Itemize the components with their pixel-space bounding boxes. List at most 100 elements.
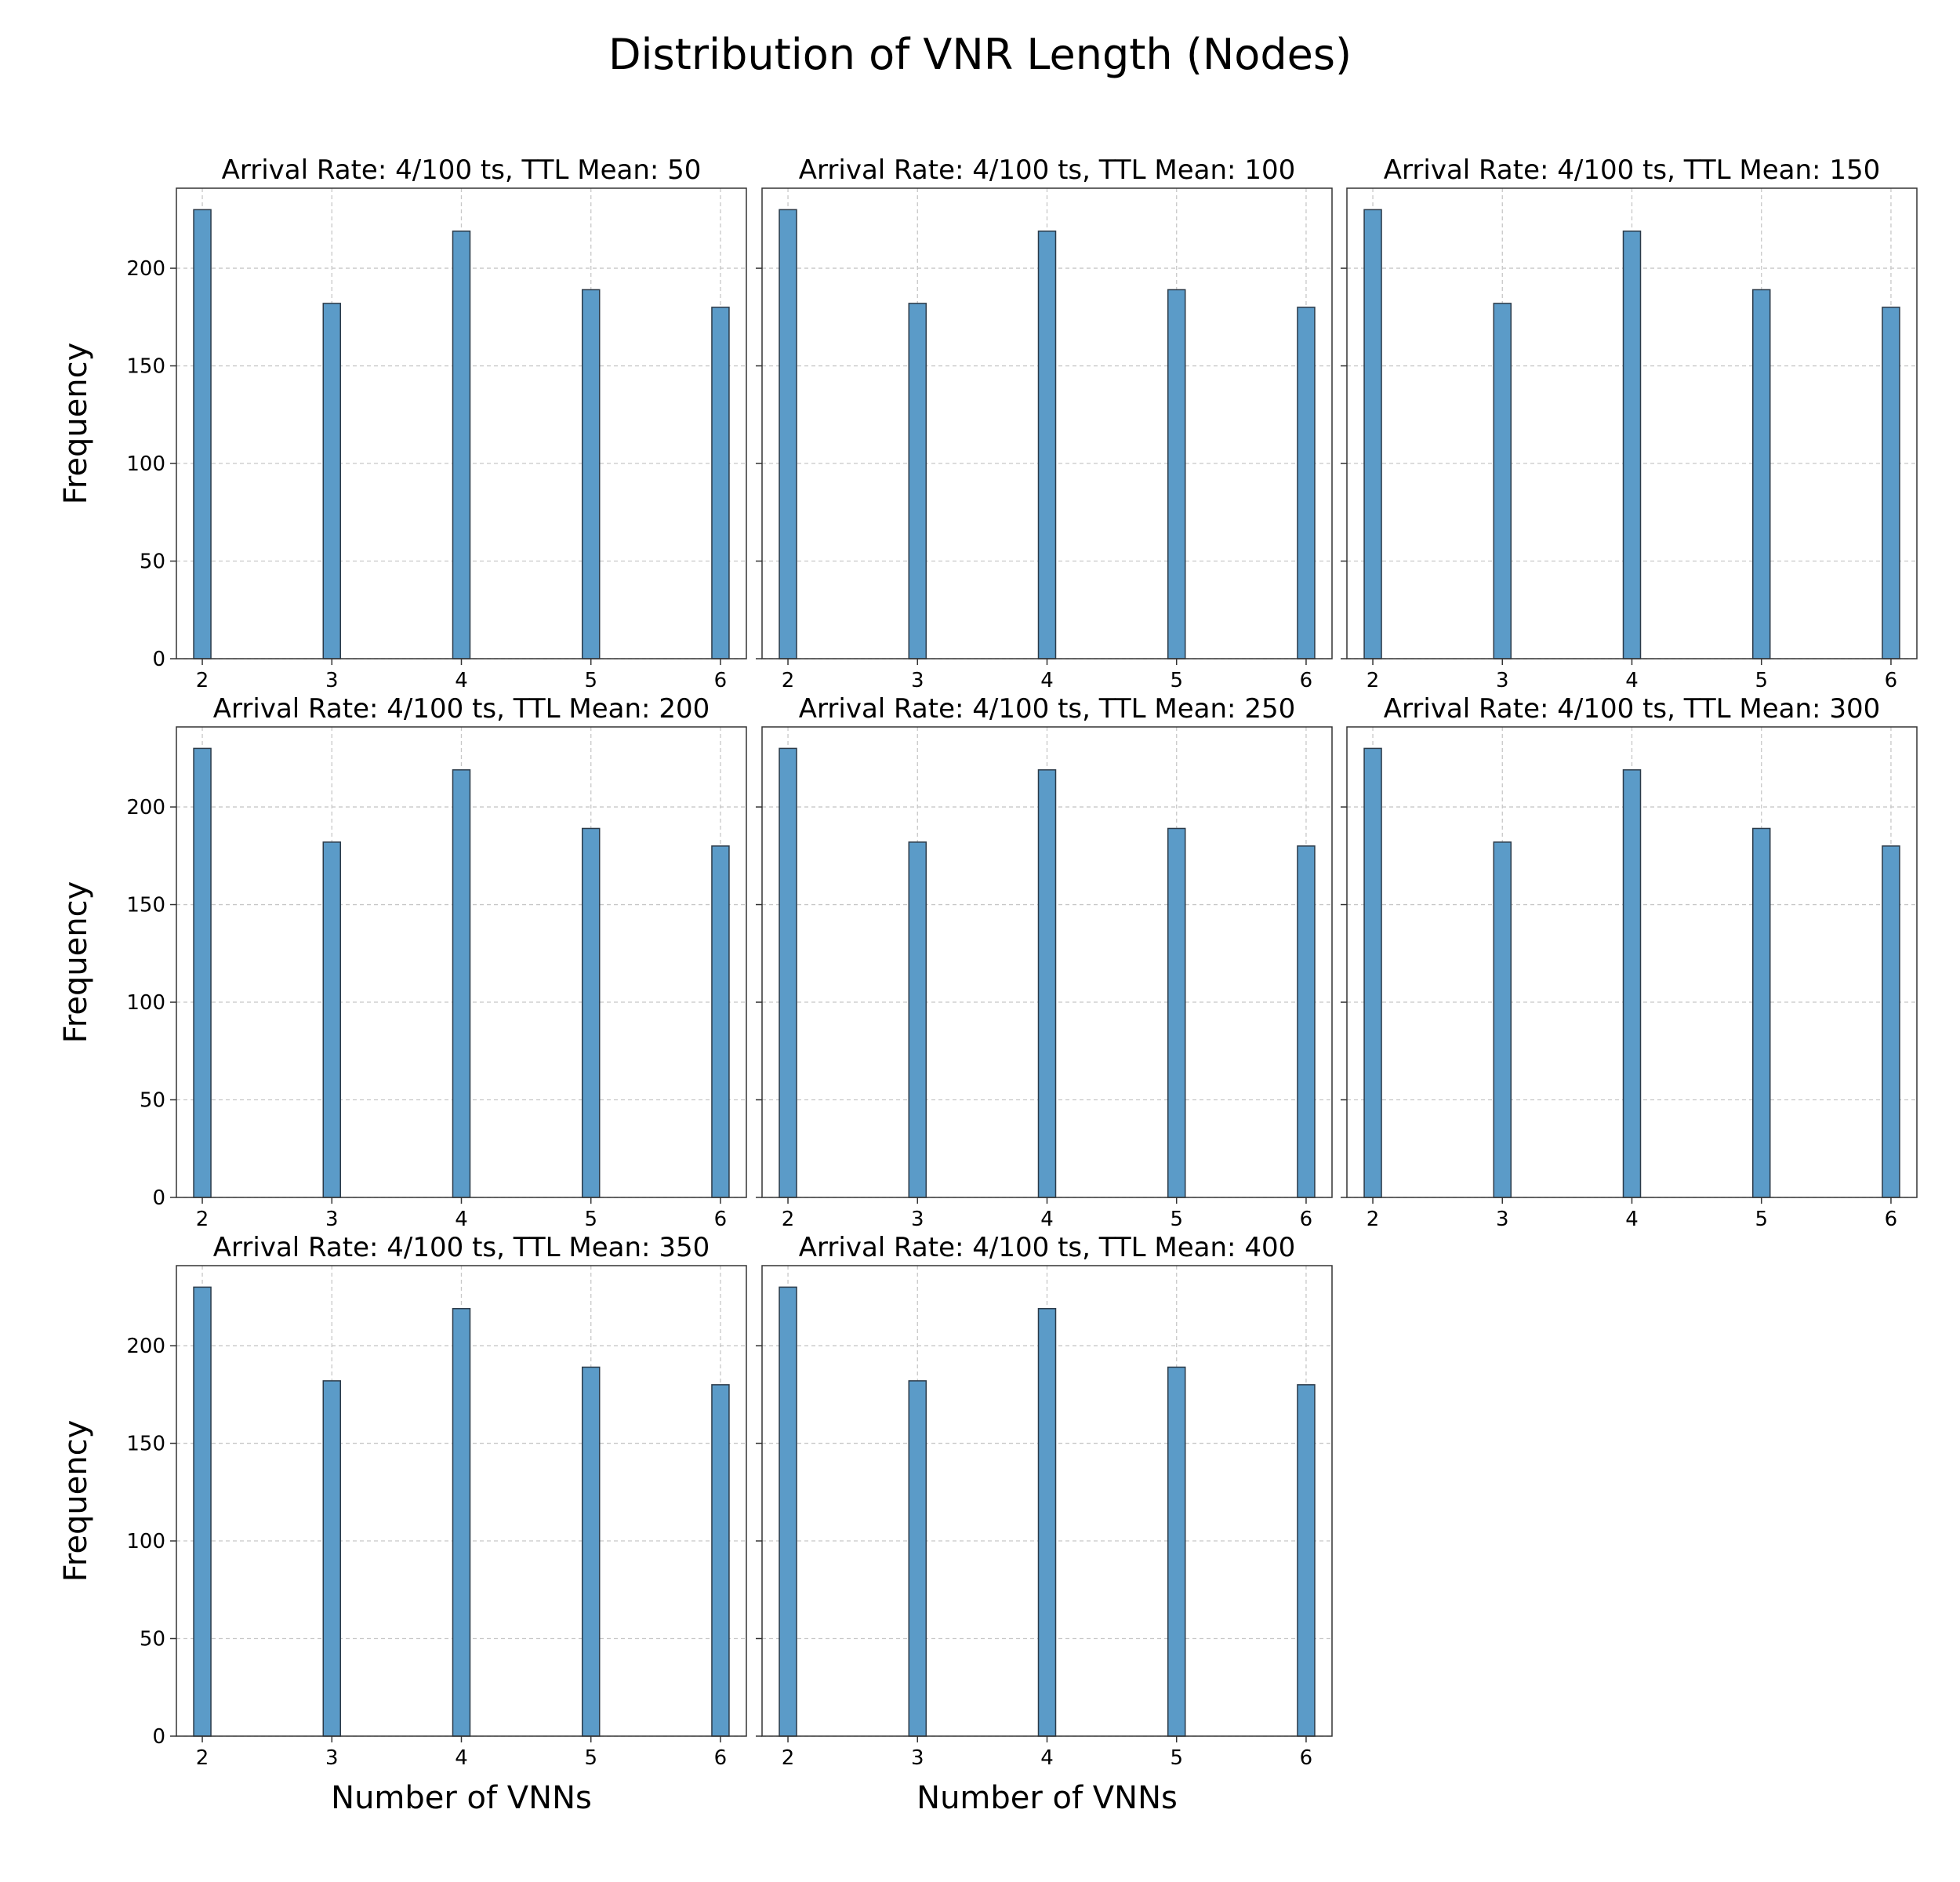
subplot-5-title: Arrival Rate: 4/100 ts, TTL Mean: 250 <box>799 693 1295 725</box>
subplot-7-ylabel: Frequency <box>58 1420 94 1582</box>
subplot-5-bar-4 <box>1037 769 1057 1198</box>
subplot-7-y-tick-label: 50 <box>140 1628 165 1651</box>
subplot-2-x-tick-label: 3 <box>911 669 924 692</box>
subplot-6-bar-5 <box>1751 827 1771 1198</box>
subplot-5-bar-3 <box>908 841 927 1198</box>
subplot-5-x-tick-label: 2 <box>782 1208 795 1231</box>
subplot-7-y-tick-label: 200 <box>126 1335 165 1358</box>
subplot-2-bar-3 <box>908 303 927 659</box>
subplot-2-bar-6 <box>1297 307 1316 659</box>
subplot-1-bar-3 <box>322 303 342 659</box>
subplot-7-y-tick-label: 100 <box>126 1530 165 1553</box>
subplot-5-bar-6 <box>1297 845 1316 1198</box>
subplot-2-x-tick-label: 4 <box>1040 669 1054 692</box>
subplot-2-x-tick-label: 5 <box>1170 669 1183 692</box>
subplot-3-bar-5 <box>1751 289 1771 659</box>
subplot-7-bar-3 <box>322 1380 342 1737</box>
subplot-1-x-tick-label: 4 <box>455 669 468 692</box>
subplot-6-bar-6 <box>1882 845 1900 1198</box>
subplot-4-x-tick-label: 6 <box>714 1208 728 1231</box>
subplot-4-y-tick-label: 150 <box>126 894 165 917</box>
subplot-4-y-tick-label: 100 <box>126 991 165 1015</box>
subplot-3-title: Arrival Rate: 4/100 ts, TTL Mean: 150 <box>1384 154 1880 186</box>
subplot-5-bar-5 <box>1167 827 1186 1198</box>
subplot-6-x-tick-label: 2 <box>1367 1208 1380 1231</box>
subplot-7-bar-6 <box>711 1384 730 1737</box>
subplot-6-title: Arrival Rate: 4/100 ts, TTL Mean: 300 <box>1384 693 1880 725</box>
subplot-5-x-tick-label: 5 <box>1170 1208 1183 1231</box>
subplot-6-x-tick-label: 6 <box>1885 1208 1898 1231</box>
subplot-8-bar-6 <box>1297 1384 1316 1737</box>
subplot-1-bar-4 <box>452 231 471 659</box>
subplot-4-y-tick-label: 0 <box>152 1186 165 1210</box>
subplot-2-x-tick-label: 2 <box>782 669 795 692</box>
subplot-1-x-tick-label: 2 <box>196 669 209 692</box>
subplot-7-bar-5 <box>581 1366 601 1737</box>
subplot-1-y-tick-label: 0 <box>152 648 165 671</box>
subplot-8-bar-2 <box>779 1286 797 1737</box>
subplot-7-y-tick-label: 0 <box>152 1725 165 1749</box>
subplot-8-title: Arrival Rate: 4/100 ts, TTL Mean: 400 <box>799 1232 1295 1263</box>
subplot-4-title: Arrival Rate: 4/100 ts, TTL Mean: 200 <box>213 693 710 725</box>
subplot-8-x-tick-label: 2 <box>782 1746 795 1770</box>
subplot-4-bar-5 <box>581 827 601 1198</box>
subplot-8-bar-5 <box>1167 1366 1186 1737</box>
subplot-4-bar-3 <box>322 841 342 1198</box>
subplot-3-x-tick-label: 4 <box>1625 669 1639 692</box>
subplot-8-bar-4 <box>1037 1308 1057 1737</box>
subplot-7-xlabel: Number of VNNs <box>331 1780 592 1816</box>
figure-title: Distribution of VNR Length (Nodes) <box>608 30 1352 79</box>
subplot-7-bar-2 <box>193 1286 212 1737</box>
subplot-2-bar-5 <box>1167 289 1186 659</box>
subplot-1-bar-5 <box>581 289 601 659</box>
subplot-2-bar-4 <box>1037 231 1057 659</box>
subplot-1-x-tick-label: 3 <box>325 669 339 692</box>
subplot-8-x-tick-label: 3 <box>911 1746 924 1770</box>
subplot-7-x-tick-label: 2 <box>196 1746 209 1770</box>
subplot-4-x-tick-label: 4 <box>455 1208 468 1231</box>
subplot-4-ylabel: Frequency <box>58 881 94 1044</box>
subplot-1-ylabel: Frequency <box>58 343 94 505</box>
subplot-8-x-tick-label: 5 <box>1170 1746 1183 1770</box>
subplot-1-y-tick-label: 50 <box>140 550 165 574</box>
subplot-7-y-tick-label: 150 <box>126 1433 165 1456</box>
subplot-4-bar-4 <box>452 769 471 1198</box>
subplot-3-bar-4 <box>1622 231 1642 659</box>
subplot-1-y-tick-label: 150 <box>126 355 165 379</box>
subplot-6-bar-2 <box>1363 747 1382 1198</box>
subplot-4-x-tick-label: 5 <box>584 1208 597 1231</box>
subplot-1-title: Arrival Rate: 4/100 ts, TTL Mean: 50 <box>222 154 702 186</box>
subplot-3-x-tick-label: 3 <box>1496 669 1509 692</box>
subplot-7-bar-4 <box>452 1308 471 1737</box>
subplot-1-x-tick-label: 5 <box>584 669 597 692</box>
subplot-6-x-tick-label: 4 <box>1625 1208 1639 1231</box>
subplot-3-bar-3 <box>1493 303 1512 659</box>
subplot-6-x-tick-label: 5 <box>1755 1208 1768 1231</box>
subplot-3-x-tick-label: 6 <box>1885 669 1898 692</box>
subplot-5-bar-2 <box>779 747 797 1198</box>
subplot-8-xlabel: Number of VNNs <box>916 1780 1178 1816</box>
subplot-4-x-tick-label: 2 <box>196 1208 209 1231</box>
subplot-1-x-tick-label: 6 <box>714 669 728 692</box>
subplot-1-bar-6 <box>711 307 730 659</box>
subplot-4-bar-6 <box>711 845 730 1198</box>
subplot-4-bar-2 <box>193 747 212 1198</box>
subplot-8-bar-3 <box>908 1380 927 1737</box>
subplot-5-x-tick-label: 3 <box>911 1208 924 1231</box>
subplot-3-bar-2 <box>1363 209 1382 659</box>
subplot-4-y-tick-label: 200 <box>126 796 165 819</box>
subplot-7-x-tick-label: 4 <box>455 1746 468 1770</box>
subplot-2-x-tick-label: 6 <box>1300 669 1313 692</box>
subplot-1-y-tick-label: 100 <box>126 452 165 476</box>
subplot-4-y-tick-label: 50 <box>140 1089 165 1113</box>
subplot-5-x-tick-label: 4 <box>1040 1208 1054 1231</box>
subplot-8-x-tick-label: 6 <box>1300 1746 1313 1770</box>
subplot-8-x-tick-label: 4 <box>1040 1746 1054 1770</box>
subplot-4-x-tick-label: 3 <box>325 1208 339 1231</box>
subplot-1-y-tick-label: 200 <box>126 257 165 281</box>
subplot-3-x-tick-label: 5 <box>1755 669 1768 692</box>
subplot-1-bar-2 <box>193 209 212 659</box>
subplot-3-x-tick-label: 2 <box>1367 669 1380 692</box>
